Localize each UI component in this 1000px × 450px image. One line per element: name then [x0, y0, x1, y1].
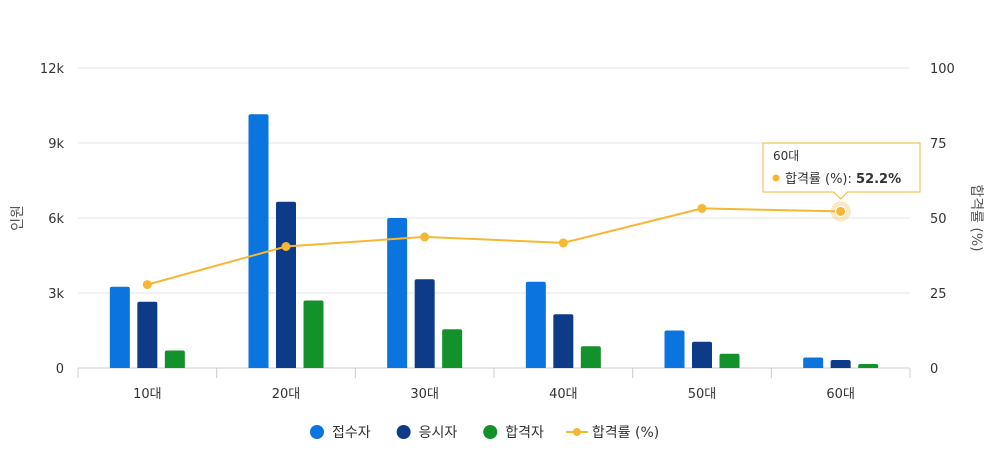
bar-합격자-50대[interactable] [719, 353, 740, 368]
gridlines [78, 67, 910, 369]
point-10대[interactable] [142, 280, 152, 290]
line-series-group [142, 203, 846, 290]
y-right-tick-label: 0 [930, 362, 938, 377]
bar-접수자-50대[interactable] [664, 330, 685, 369]
x-tick-label: 50대 [688, 387, 717, 402]
y-right-axis-title: 합격률 (%) [968, 184, 984, 251]
y-left-tick-label: 6k [48, 212, 64, 227]
bar-합격자-30대[interactable] [442, 329, 463, 368]
legend: 접수자 응시자 합격자 합격률 (%) [310, 425, 659, 441]
y-right-tick-label: 100 [930, 62, 955, 77]
bar-응시자-30대[interactable] [414, 279, 435, 368]
tooltip-category: 60대 [773, 149, 799, 163]
bar-응시자-20대[interactable] [276, 201, 296, 368]
y-left-axis-title: 인원 [10, 205, 26, 231]
y-right-tick-label: 25 [930, 287, 947, 302]
y-left-tick-label: 0 [56, 362, 64, 377]
point-30대[interactable] [420, 232, 430, 242]
x-tick-label: 40대 [549, 387, 578, 402]
x-tick-label: 30대 [410, 387, 439, 402]
legend-marker [396, 425, 411, 439]
bar-접수자-20대[interactable] [248, 114, 269, 368]
legend-marker [483, 425, 498, 439]
point-highlight [835, 205, 847, 217]
bar-접수자-10대[interactable] [109, 286, 130, 368]
legend-label: 합격률 (%) [592, 425, 659, 441]
x-tick-label: 60대 [826, 387, 855, 402]
y-left-tick-label: 9k [48, 137, 64, 152]
tooltip-box [762, 142, 921, 200]
bar-합격자-10대[interactable] [164, 350, 185, 369]
bar-series-group [109, 114, 879, 369]
y-left-tick-label: 12k [40, 62, 65, 77]
bar-응시자-60대[interactable] [830, 360, 851, 368]
tooltip-value: 52.2% [856, 172, 901, 187]
bar-합격자-40대[interactable] [580, 346, 601, 368]
point-20대[interactable] [281, 242, 291, 251]
point-50대[interactable] [697, 203, 707, 213]
legend-label: 접수자 [332, 425, 371, 441]
legend-label: 합격자 [505, 425, 544, 441]
x-tick-label: 10대 [133, 387, 162, 402]
tooltip-series-dot [772, 174, 780, 182]
bar-응시자-50대[interactable] [692, 341, 712, 368]
y-left-tick-label: 3k [48, 287, 64, 302]
point-40대[interactable] [558, 238, 568, 248]
legend-marker [310, 425, 324, 439]
tooltip-series-label: 합격률 (%): 52.2% [785, 172, 901, 187]
legend-marker [572, 428, 581, 436]
line-합격률 (%) [147, 207, 841, 286]
x-tick-label: 20대 [272, 387, 301, 402]
legend-item-합격률 (%)[interactable]: 합격률 (%) [565, 425, 659, 441]
bar-접수자-60대[interactable] [803, 357, 824, 369]
y-right-tick-label: 75 [930, 137, 947, 152]
legend-item-접수자[interactable]: 접수자 [310, 425, 371, 441]
bar-응시자-10대[interactable] [137, 301, 158, 368]
bar-접수자-40대[interactable] [525, 281, 546, 368]
bar-접수자-30대[interactable] [387, 218, 408, 368]
y-right-tick-label: 50 [930, 212, 947, 227]
legend-item-합격자[interactable]: 합격자 [483, 425, 544, 441]
bar-합격자-20대[interactable] [303, 300, 324, 369]
legend-label: 응시자 [419, 425, 458, 441]
bar-응시자-40대[interactable] [553, 314, 574, 368]
legend-item-응시자[interactable]: 응시자 [396, 425, 458, 441]
bar-합격자-60대[interactable] [858, 364, 879, 368]
